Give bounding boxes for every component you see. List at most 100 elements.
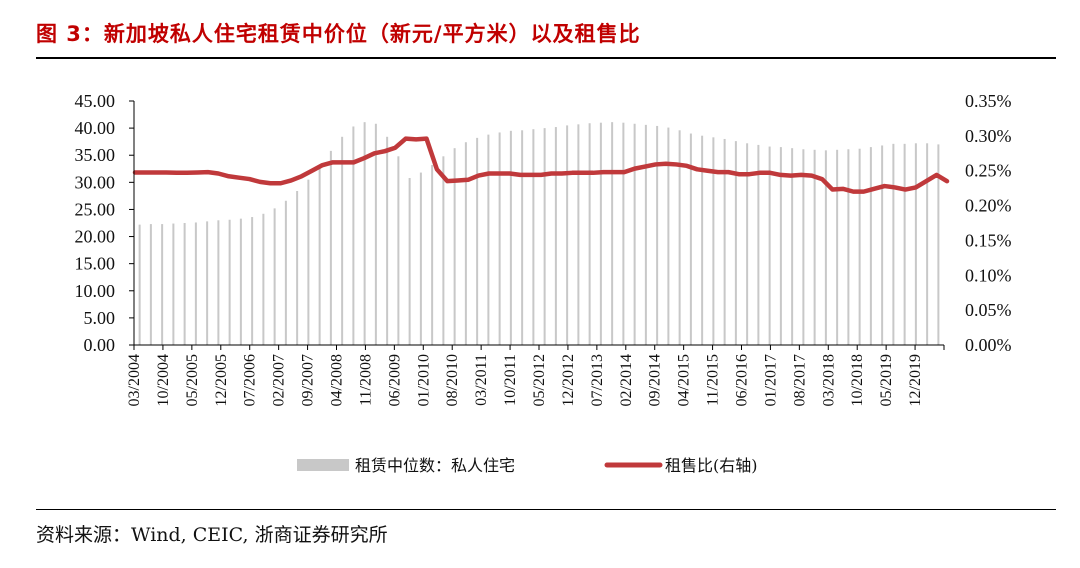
bar-mark [374, 123, 377, 346]
right-tick-label: 0.10% [965, 265, 1012, 285]
bar-mark [701, 135, 704, 345]
left-tick-label: 20.00 [75, 227, 116, 247]
rent-chart: 0.00 5.00 10.00 15.00 20.00 25.00 30.00 35.00 40… [75, 91, 1012, 475]
bar-mark [599, 122, 602, 345]
bar-mark [386, 136, 389, 345]
right-tick-label: 0.35% [965, 91, 1012, 111]
bar-mark [667, 127, 670, 345]
x-tick-label: 12/2005 [213, 354, 230, 406]
bar-mark [296, 191, 299, 345]
x-tick-label: 03/2018 [820, 354, 837, 406]
bar-mark [217, 220, 220, 345]
bar-mark [554, 127, 557, 345]
bar-mark [734, 141, 737, 345]
bar-mark [678, 130, 681, 345]
left-tick-label: 0.00 [84, 335, 116, 355]
x-tick-label: 03/2011 [473, 354, 490, 406]
bar-mark [577, 124, 580, 345]
bar-mark [791, 148, 794, 345]
bar-mark [768, 146, 771, 345]
bar-mark [262, 213, 265, 345]
x-tick-label: 10/2018 [849, 354, 866, 406]
x-tick-label: 04/2015 [676, 354, 693, 406]
left-tick-label: 10.00 [75, 281, 116, 301]
x-tick-label: 10/2011 [502, 354, 519, 406]
x-tick-label: 08/2010 [444, 354, 461, 406]
bar-mark [723, 138, 726, 345]
bar-mark [847, 149, 850, 345]
bar-mark [757, 144, 760, 345]
bar-mark [318, 166, 321, 345]
bar-mark [138, 224, 141, 345]
x-tick-label: 05/2019 [878, 354, 895, 406]
left-axis: 0.00 5.00 10.00 15.00 20.00 25.00 30.00 35.00 40… [75, 91, 135, 355]
bar-mark [543, 128, 546, 345]
bar-mark [611, 122, 614, 346]
legend-bar-swatch [297, 459, 349, 471]
left-tick-label: 5.00 [84, 308, 116, 328]
bar-mark [431, 164, 434, 345]
bar-mark [712, 137, 715, 345]
bar-mark [352, 126, 355, 345]
bar-mark [881, 145, 884, 345]
x-tick-label: 02/2014 [618, 354, 635, 406]
bar-mark [273, 208, 276, 345]
bar-mark [363, 122, 366, 346]
legend: 租赁中位数：私人住宅 租售比(右轴) [297, 456, 758, 475]
bar-mark [914, 143, 917, 345]
x-tick-label: 10/2004 [155, 354, 172, 406]
bar-mark [284, 200, 287, 345]
bar-mark [206, 221, 209, 345]
x-tick-label: 12/2019 [907, 354, 924, 406]
right-tick-label: 0.30% [965, 126, 1012, 146]
bar-mark [892, 143, 895, 345]
left-tick-label: 40.00 [75, 118, 116, 138]
x-tick-label: 11/2015 [705, 354, 722, 406]
x-tick-label: 08/2017 [791, 354, 808, 406]
bar-mark [509, 130, 512, 345]
bar-mark [656, 125, 659, 345]
legend-line-label: 租售比(右轴) [665, 456, 758, 475]
title-rule [36, 57, 1056, 59]
line-series-rent-yield [132, 136, 950, 194]
bar-mark [903, 143, 906, 345]
bar-series-rent-median [138, 122, 940, 346]
bar-mark [937, 144, 940, 345]
bar-mark [566, 125, 569, 346]
bar-mark [408, 178, 411, 345]
source-note: 资料来源：Wind, CEIC, 浙商证券研究所 [36, 524, 388, 546]
bar-mark [397, 156, 400, 345]
bar-mark [341, 136, 344, 345]
x-tick-label: 02/2007 [271, 354, 288, 406]
bar-mark [588, 123, 591, 345]
x-tick-label: 12/2012 [560, 354, 577, 406]
bar-mark [161, 224, 164, 345]
x-tick-label: 11/2008 [357, 354, 374, 406]
x-tick-label: 07/2013 [589, 354, 606, 406]
bar-mark [498, 132, 501, 345]
bar-mark [487, 134, 490, 345]
right-tick-label: 0.00% [965, 335, 1012, 355]
chart-title: 图 3：新加坡私人住宅租赁中价位（新元/平方米）以及租售比 [36, 22, 641, 46]
bar-mark [194, 222, 197, 345]
x-tick-label: 03/2004 [126, 354, 143, 406]
bar-mark [926, 143, 929, 345]
x-tick-label: 06/2009 [386, 354, 403, 406]
bar-mark [824, 150, 827, 345]
bar-mark [633, 123, 636, 346]
bar-mark [689, 133, 692, 345]
bar-mark [858, 148, 861, 345]
bar-mark [746, 143, 749, 345]
bar-mark [869, 147, 872, 345]
bar-mark [329, 150, 332, 345]
bar-mark [644, 124, 647, 345]
bar-mark [521, 130, 524, 345]
x-tick-label: 09/2007 [300, 354, 317, 406]
bar-mark [172, 223, 175, 345]
x-tick-label: 05/2012 [531, 354, 548, 406]
right-tick-label: 0.15% [965, 230, 1012, 250]
right-tick-label: 0.25% [965, 161, 1012, 181]
left-tick-label: 15.00 [75, 254, 116, 274]
x-tick-label: 09/2014 [647, 354, 664, 406]
left-tick-label: 35.00 [75, 145, 116, 165]
